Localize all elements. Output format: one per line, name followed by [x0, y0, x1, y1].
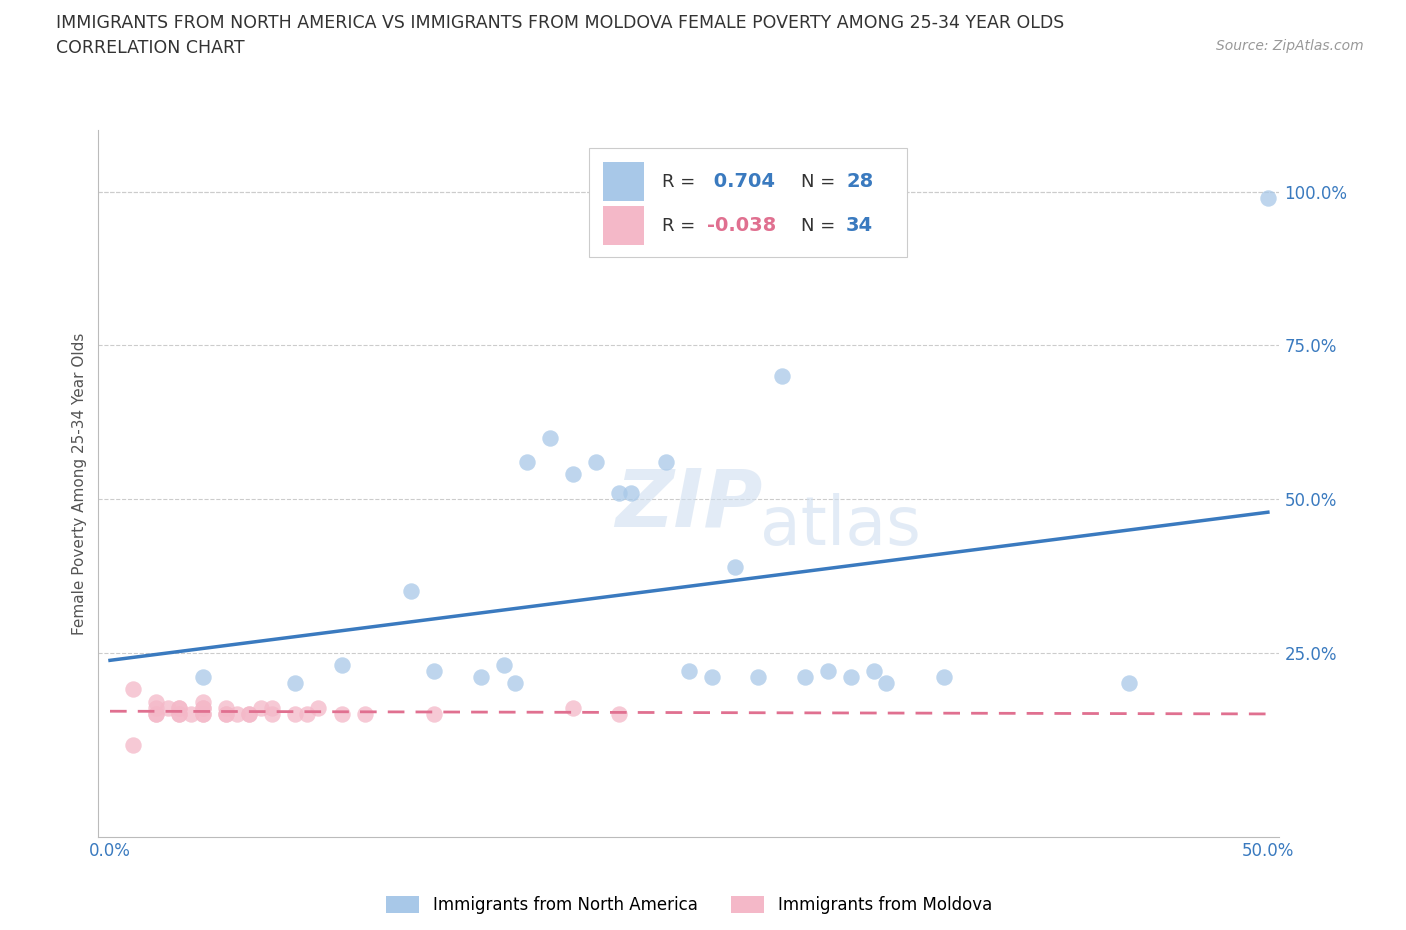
- Point: [470, 670, 492, 684]
- Point: [191, 700, 214, 715]
- Point: [353, 707, 375, 722]
- Text: IMMIGRANTS FROM NORTH AMERICA VS IMMIGRANTS FROM MOLDOVA FEMALE POVERTY AMONG 25: IMMIGRANTS FROM NORTH AMERICA VS IMMIGRA…: [56, 14, 1064, 32]
- Point: [169, 700, 191, 715]
- Text: 34: 34: [846, 216, 873, 235]
- Point: [145, 695, 167, 710]
- Point: [330, 658, 353, 672]
- Point: [423, 664, 446, 679]
- Text: CORRELATION CHART: CORRELATION CHART: [56, 39, 245, 57]
- Point: [191, 695, 214, 710]
- Point: [609, 485, 631, 500]
- Point: [700, 670, 723, 684]
- Text: atlas: atlas: [759, 493, 921, 559]
- Point: [284, 676, 307, 691]
- Point: [169, 707, 191, 722]
- Point: [156, 700, 179, 715]
- Point: [399, 584, 422, 599]
- Point: [747, 670, 769, 684]
- Point: [1118, 676, 1140, 691]
- Point: [262, 707, 284, 722]
- Point: [562, 700, 585, 715]
- Text: N =: N =: [801, 173, 841, 191]
- Point: [145, 700, 167, 715]
- Point: [655, 455, 678, 470]
- Point: [1257, 191, 1279, 206]
- Point: [238, 707, 260, 722]
- Point: [226, 707, 249, 722]
- Point: [724, 559, 747, 574]
- Point: [191, 670, 214, 684]
- Text: N =: N =: [801, 217, 841, 234]
- Y-axis label: Female Poverty Among 25-34 Year Olds: Female Poverty Among 25-34 Year Olds: [72, 332, 87, 635]
- Point: [180, 707, 202, 722]
- Point: [307, 700, 329, 715]
- Point: [839, 670, 862, 684]
- Point: [169, 707, 191, 722]
- Text: R =: R =: [662, 217, 700, 234]
- Point: [875, 676, 897, 691]
- Point: [238, 707, 260, 722]
- Text: 28: 28: [846, 172, 873, 192]
- FancyBboxPatch shape: [603, 163, 644, 201]
- Point: [169, 700, 191, 715]
- Point: [215, 707, 238, 722]
- Point: [585, 455, 607, 470]
- Point: [793, 670, 815, 684]
- Point: [423, 707, 446, 722]
- Text: Source: ZipAtlas.com: Source: ZipAtlas.com: [1216, 39, 1364, 53]
- Point: [191, 707, 214, 722]
- Point: [191, 700, 214, 715]
- Point: [284, 707, 307, 722]
- Point: [215, 700, 238, 715]
- Point: [295, 707, 318, 722]
- Point: [191, 707, 214, 722]
- Point: [678, 664, 700, 679]
- Point: [122, 682, 145, 697]
- Point: [817, 664, 839, 679]
- Point: [262, 700, 284, 715]
- Text: R =: R =: [662, 173, 700, 191]
- Point: [492, 658, 515, 672]
- Point: [215, 707, 238, 722]
- Point: [330, 707, 353, 722]
- Point: [538, 430, 561, 445]
- Point: [620, 485, 643, 500]
- FancyBboxPatch shape: [603, 206, 644, 246]
- Point: [145, 707, 167, 722]
- Legend: Immigrants from North America, Immigrants from Moldova: Immigrants from North America, Immigrant…: [380, 889, 998, 921]
- Text: ZIP: ZIP: [616, 466, 762, 544]
- FancyBboxPatch shape: [589, 148, 907, 258]
- Text: 0.704: 0.704: [707, 172, 775, 192]
- Point: [249, 700, 271, 715]
- Point: [863, 664, 886, 679]
- Point: [122, 737, 145, 752]
- Point: [932, 670, 955, 684]
- Point: [516, 455, 538, 470]
- Point: [145, 707, 167, 722]
- Text: -0.038: -0.038: [707, 216, 776, 235]
- Point: [503, 676, 526, 691]
- Point: [609, 707, 631, 722]
- Point: [562, 467, 585, 482]
- Point: [770, 368, 793, 383]
